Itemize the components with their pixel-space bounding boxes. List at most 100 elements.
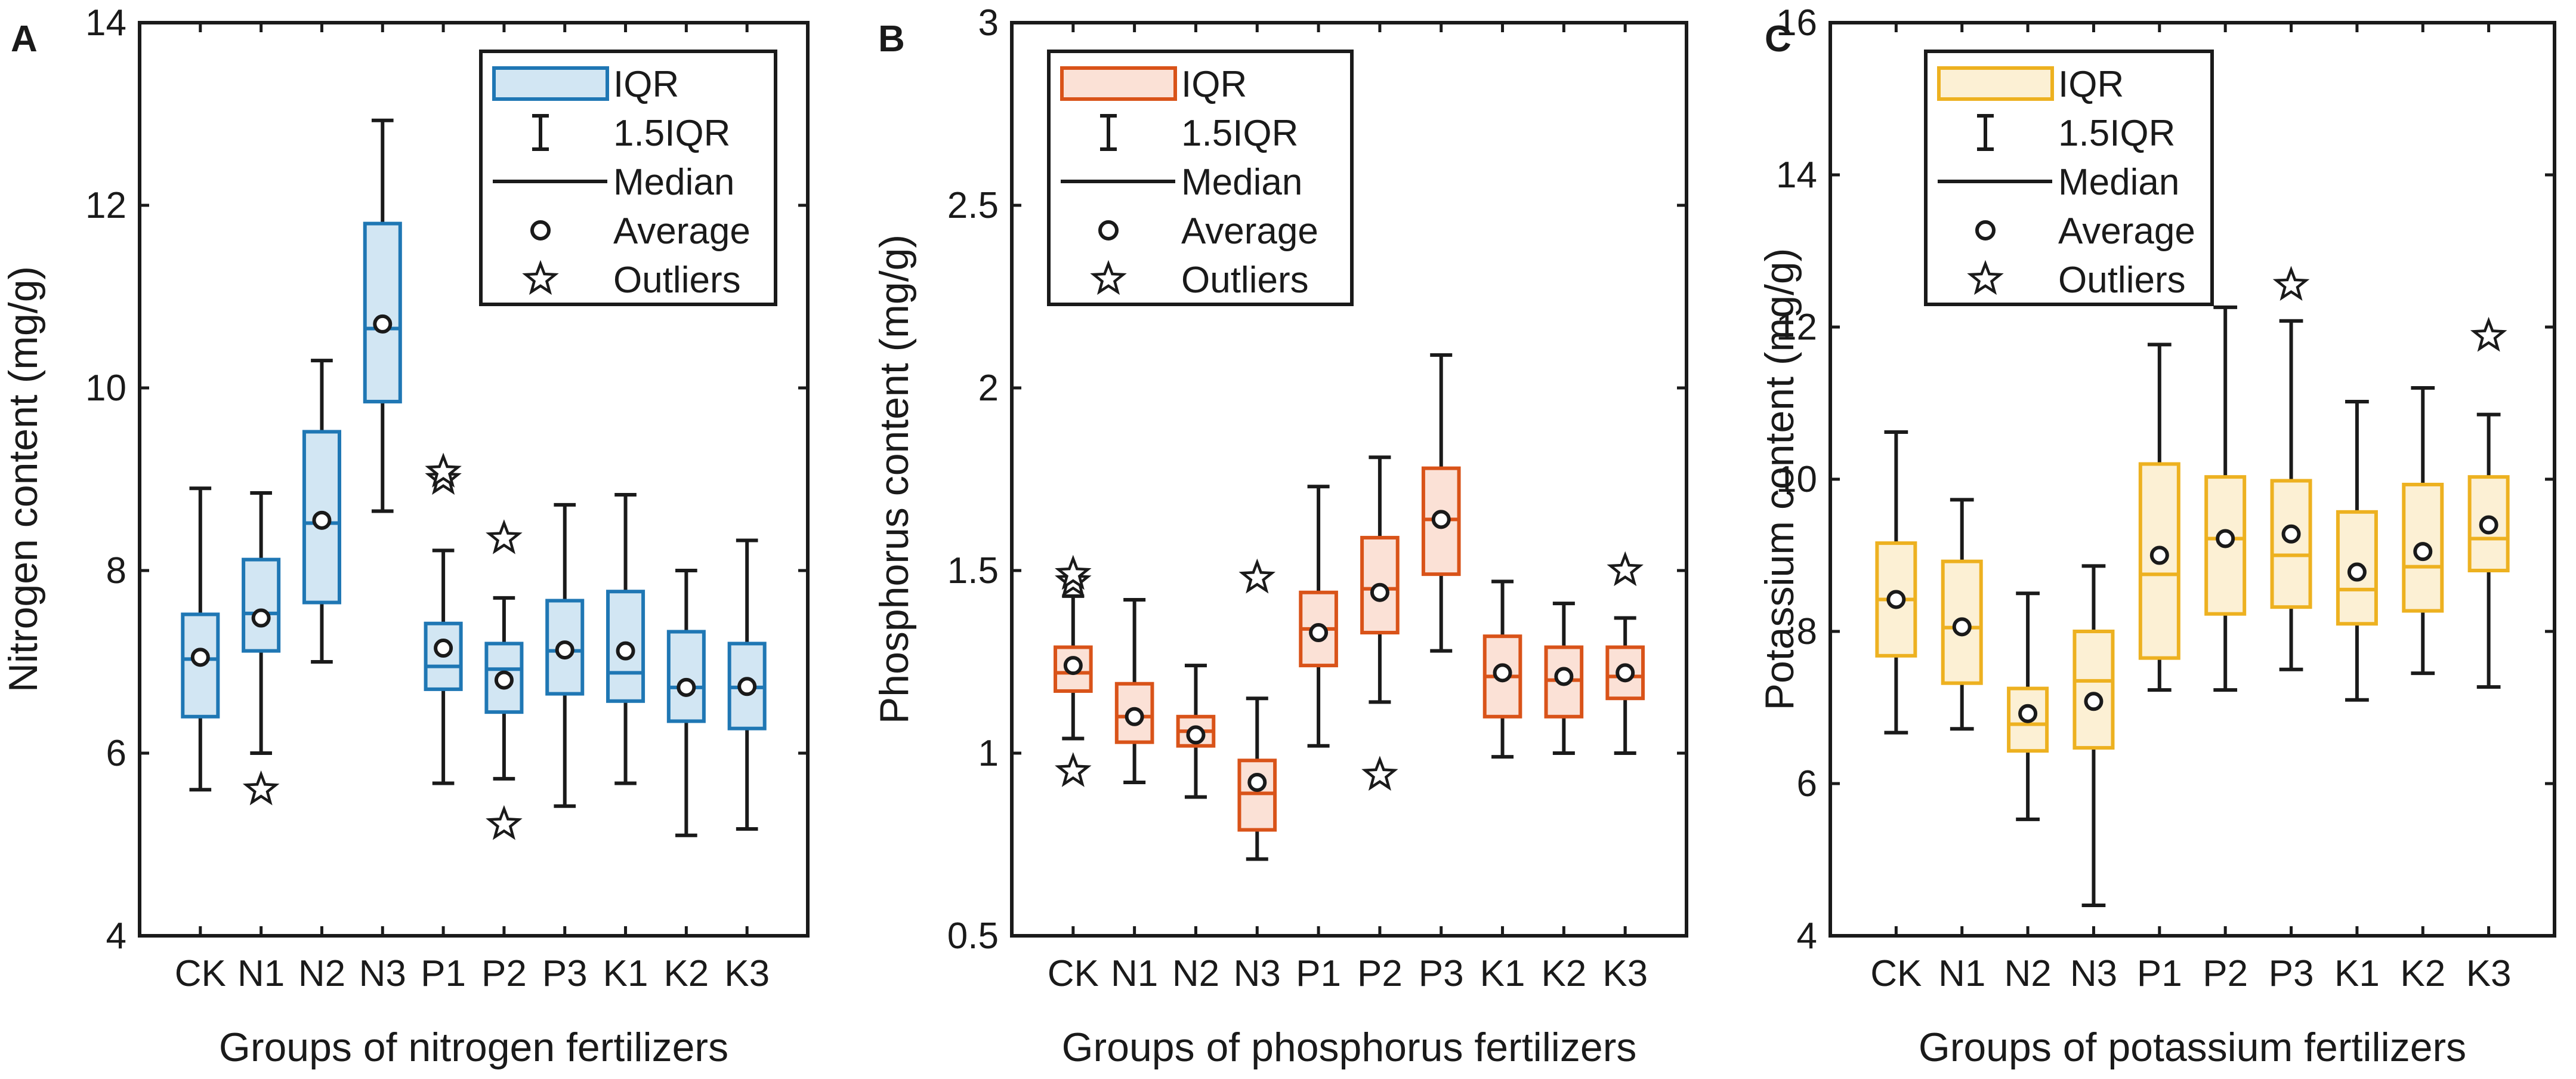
x-tick-label: P1 [1296, 953, 1341, 994]
x-tick-label: N2 [2004, 953, 2051, 994]
legend: IQR 1.5IQR Median Average Outliers [1047, 50, 1354, 306]
x-tick-label: N1 [237, 953, 285, 994]
average-marker [1493, 663, 1512, 683]
average-marker [677, 677, 696, 697]
y-tick-label: 0.5 [947, 915, 999, 957]
y-axis-label: Nitrogen content (mg/g) [1, 266, 46, 692]
box-k3 [2467, 316, 2510, 689]
legend-label: Median [2058, 162, 2179, 203]
x-tick-label: N3 [1234, 953, 1281, 994]
average-marker [1247, 772, 1267, 792]
box-p3 [1421, 353, 1461, 653]
average-marker [434, 639, 453, 658]
box-n2 [2007, 591, 2049, 821]
average-marker [1370, 582, 1389, 602]
average-marker [2413, 542, 2433, 562]
x-tick-label: P1 [421, 953, 466, 994]
x-tick-label: N1 [1938, 953, 1985, 994]
average-marker [2347, 562, 2367, 582]
y-tick-label: 10 [85, 368, 126, 409]
average-marker [1431, 510, 1451, 529]
y-tick-label: 1 [978, 733, 999, 774]
box-p2 [484, 519, 524, 840]
legend-label: 1.5IQR [613, 113, 730, 154]
x-tick-label: P2 [481, 953, 527, 994]
box-k1 [2336, 399, 2378, 702]
outlier-star [1238, 558, 1276, 594]
legend-label: IQR [1181, 64, 1247, 105]
x-tick-label: K2 [1541, 953, 1586, 994]
plot-frame [1010, 21, 1688, 938]
average-marker [2479, 515, 2498, 535]
outlier-star [1607, 551, 1644, 587]
x-axis-label: Groups of nitrogen fertilizers [219, 1025, 728, 1070]
legend-label: 1.5IQR [1181, 113, 1298, 154]
x-tick-label: N2 [298, 953, 345, 994]
x-tick-label: K3 [724, 953, 770, 994]
legend-iqr-swatch [1060, 66, 1177, 101]
panel-b: B 0.5 1 1.5 2 2.5 3 CK N1 N2 N3 P1 P2 P3 K1 K2 K3 Groups … [872, 2, 1688, 1070]
box-k3 [1605, 551, 1645, 755]
y-tick-label: 6 [1797, 763, 1817, 804]
legend-label: Outliers [2058, 260, 2186, 301]
legend-average-symbol [530, 220, 551, 241]
box-k2 [1544, 602, 1584, 755]
average-marker [2084, 692, 2104, 711]
average-marker [2216, 529, 2235, 548]
y-tick-label: 12 [1776, 307, 1817, 348]
legend-average-symbol [1098, 220, 1119, 241]
box-n2 [302, 359, 341, 664]
y-tick-label: 2 [978, 368, 999, 409]
average-marker [1063, 656, 1083, 676]
box-n3 [363, 118, 402, 513]
x-tick-label: N2 [1172, 953, 1219, 994]
box-p2 [2204, 305, 2247, 692]
y-tick-label: 4 [1797, 915, 1817, 957]
average-marker [1952, 617, 1972, 637]
legend-label: Outliers [613, 260, 741, 301]
x-tick-label: K2 [663, 953, 709, 994]
y-tick-label: 14 [85, 2, 126, 44]
y-tick-label: 10 [1776, 459, 1817, 500]
x-axis-label: Groups of phosphorus fertilizers [1062, 1025, 1637, 1070]
outlier-star [1055, 554, 1092, 590]
y-tick-label: 2.5 [947, 185, 999, 226]
legend-label: Average [2058, 211, 2195, 252]
average-marker [555, 640, 574, 660]
box-ck [1875, 430, 1917, 735]
x-tick-label: P2 [2203, 953, 2248, 994]
average-marker [2018, 704, 2038, 723]
x-tick-label: CK [1048, 953, 1099, 994]
y-tick-label: 14 [1776, 155, 1817, 196]
box-k2 [666, 569, 706, 837]
x-tick-label: N1 [1111, 953, 1158, 994]
panel-letter: B [878, 19, 905, 60]
x-tick-label: N3 [2070, 953, 2117, 994]
average-marker [373, 314, 393, 334]
box-n1 [242, 491, 281, 806]
legend-outlier-symbol [1967, 260, 2004, 295]
iqr-box [1054, 645, 1093, 693]
average-marker [251, 608, 271, 628]
box-k3 [727, 538, 767, 831]
average-marker [312, 510, 332, 530]
average-marker [1309, 623, 1329, 643]
y-tick-label: 1.5 [947, 550, 999, 591]
average-marker [1886, 590, 1906, 609]
iqr-box [363, 221, 402, 403]
legend: IQR 1.5IQR Median Average Outliers [479, 50, 777, 306]
x-tick-label: K3 [2466, 953, 2512, 994]
legend-label: Median [613, 162, 734, 203]
x-axis-label: Groups of potassium fertilizers [1919, 1025, 2466, 1070]
iqr-box [2270, 479, 2312, 609]
box-k1 [1482, 579, 1522, 759]
outlier-star [1055, 752, 1092, 787]
x-tick-label: P1 [2137, 953, 2182, 994]
x-tick-label: K2 [2400, 953, 2445, 994]
legend-outlier-symbol [522, 260, 559, 295]
x-tick-label: N3 [359, 953, 406, 994]
panel-a: A 4 6 8 10 12 14 CK N1 N2 N3 P1 P2 P3 K1 K2 K3 Groups of … [1, 2, 810, 1070]
box-p1 [2138, 343, 2180, 692]
legend-iqr-swatch [1937, 66, 2054, 101]
